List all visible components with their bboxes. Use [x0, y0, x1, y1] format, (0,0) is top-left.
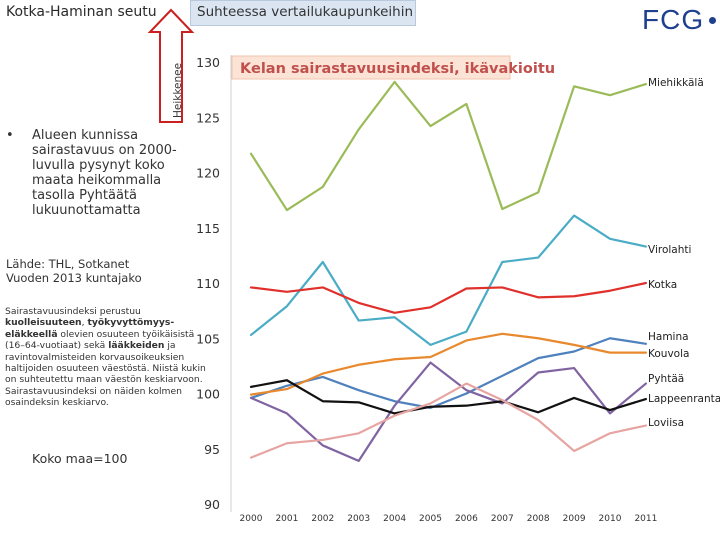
series-line — [249, 382, 648, 459]
series-label: Virolahti — [648, 244, 691, 256]
series-line — [249, 281, 648, 314]
source-line: Lähde: THL, Sotkanet — [6, 257, 130, 271]
series-label: Loviisa — [648, 417, 684, 429]
y-tick-label: 105 — [196, 331, 220, 346]
source-note: Lähde: THL, Sotkanet Vuoden 2013 kuntaja… — [6, 257, 142, 285]
series-label: Kouvola — [648, 348, 689, 360]
x-tick-label: 2004 — [383, 514, 406, 524]
x-tick-label: 2009 — [563, 514, 586, 524]
series-label: Miehikkälä — [648, 77, 704, 89]
note-bold: kuolleisuuteen — [5, 317, 82, 329]
note-text: ja ravintovalmisteiden korvausoikeuksien… — [5, 340, 206, 409]
series-label: Pyhtää — [648, 373, 684, 385]
series-line — [249, 361, 648, 463]
series-line — [249, 80, 648, 212]
y-tick-label: 100 — [196, 387, 220, 402]
x-tick-label: 2000 — [240, 514, 263, 524]
note-bold: lääkkeiden — [108, 340, 165, 352]
series-line — [249, 337, 648, 409]
x-tick-label: 2011 — [634, 514, 657, 524]
national-level-note: Koko maa=100 — [32, 451, 128, 466]
series-line — [249, 379, 648, 415]
chart-title-box — [231, 55, 511, 80]
comparison-tab: Suhteessa vertailukaupunkeihin — [190, 0, 416, 26]
fcg-logo: FCG — [642, 4, 705, 35]
x-tick-label: 2010 — [599, 514, 622, 524]
note-bold: työkyvyttömyys-eläkkeellä — [5, 317, 175, 340]
worsening-arrow-icon — [147, 8, 195, 123]
logo-dot-icon — [709, 17, 716, 24]
bullet-text: Alueen kunnissa sairastavuus on 2000-luv… — [32, 128, 177, 218]
bullet-point: • Alueen kunnissa sairastavuus on 2000-l… — [6, 128, 196, 218]
x-tick-label: 2002 — [311, 514, 334, 524]
x-tick-label: 2005 — [419, 514, 442, 524]
municipal-division-line: Vuoden 2013 kuntajako — [6, 271, 142, 285]
x-tick-label: 2003 — [347, 514, 370, 524]
chart-title: Kelan sairastavuusindeksi, ikävakioitu — [240, 61, 555, 77]
series-label: Kotka — [648, 279, 677, 291]
y-tick-label: 115 — [196, 221, 220, 236]
y-tick-label: 90 — [204, 497, 220, 512]
y-tick-label: 130 — [196, 55, 220, 70]
arrow-label: Heikkenee — [172, 63, 184, 118]
y-tick-label: 120 — [196, 166, 220, 181]
x-tick-label: 2006 — [455, 514, 478, 524]
note-text: , — [81, 317, 88, 329]
y-tick-label: 125 — [196, 110, 220, 125]
series-line — [249, 332, 648, 396]
series-label: Hamina — [648, 331, 689, 343]
note-text: olevien osuuteen työikäisistä (16–64-vuo… — [5, 328, 195, 352]
y-tick-label: 95 — [204, 442, 220, 457]
series-line — [249, 214, 648, 346]
note-text: Sairastavuusindeksi perustuu — [5, 306, 141, 317]
index-definition: Sairastavuusindeksi perustuu kuolleisuut… — [5, 306, 210, 409]
x-tick-label: 2001 — [275, 514, 298, 524]
series-label: Lappeenranta — [648, 393, 720, 405]
x-tick-label: 2007 — [491, 514, 514, 524]
y-tick-label: 110 — [196, 276, 220, 291]
region-title: Kotka-Haminan seutu — [6, 4, 157, 20]
x-tick-label: 2008 — [527, 514, 550, 524]
bullet-dot-icon: • — [6, 128, 14, 143]
